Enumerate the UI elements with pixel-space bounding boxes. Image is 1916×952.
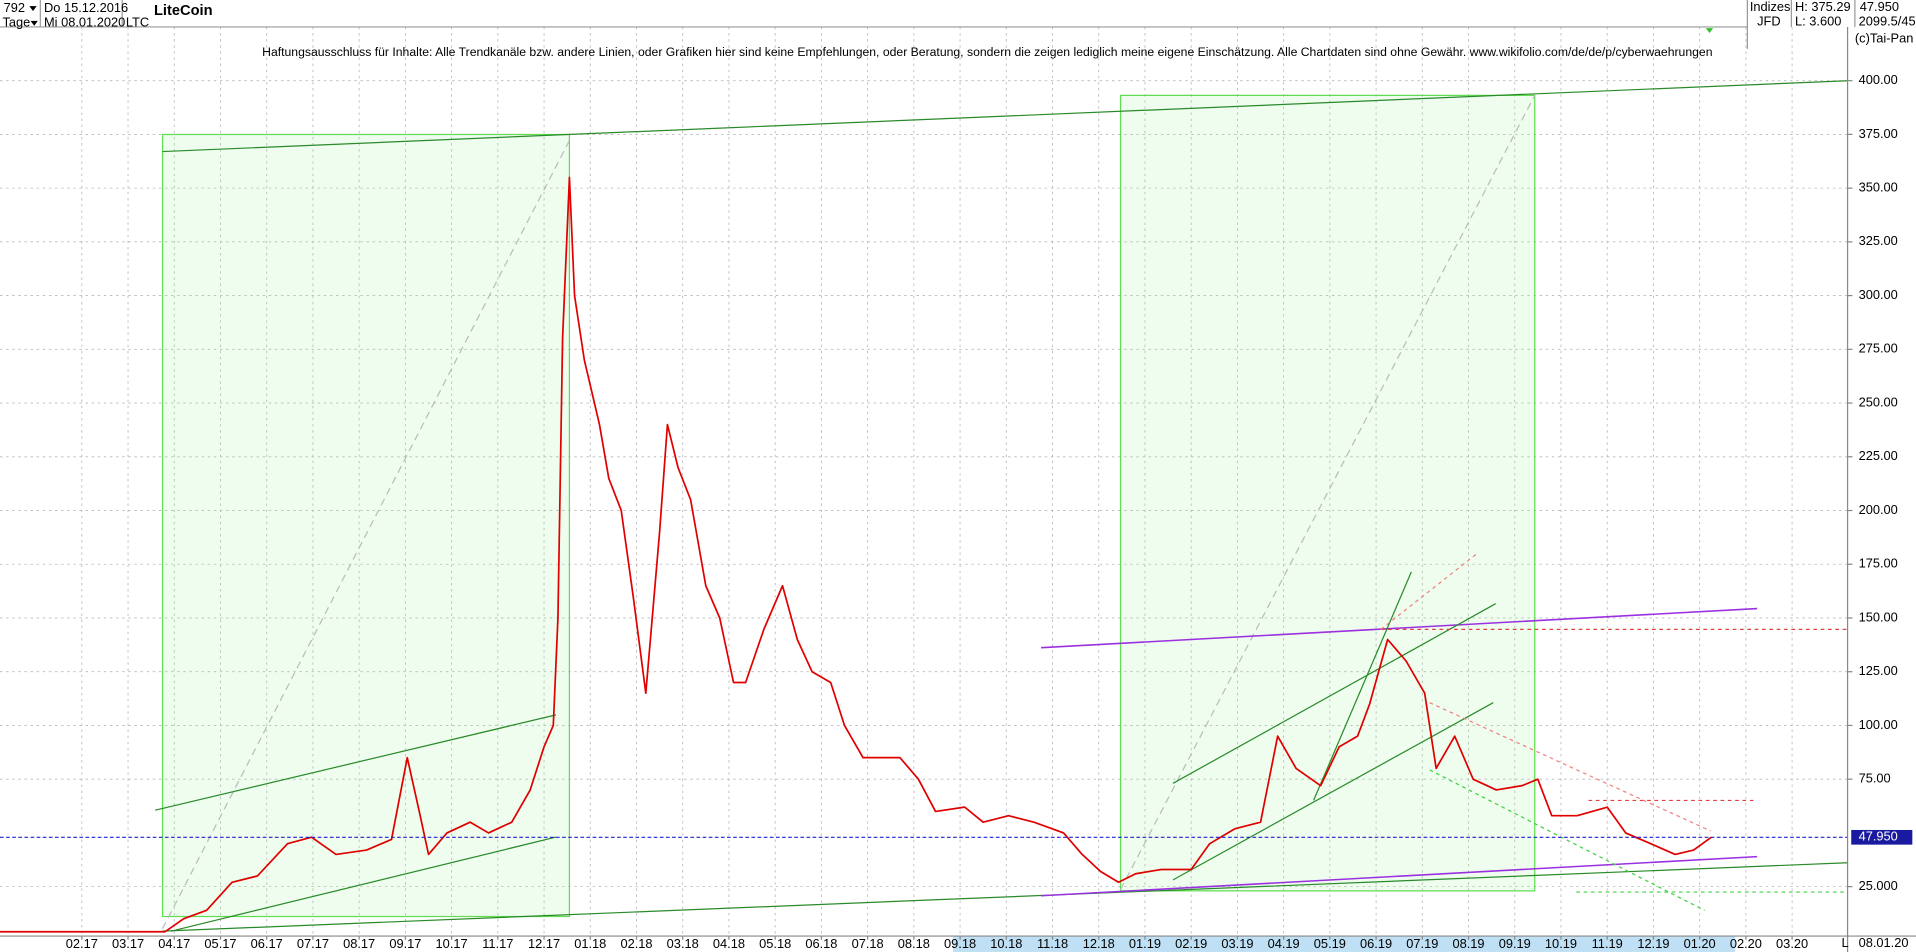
x-tick-label: 08.17 [343,936,375,951]
high: H: 375.29 [1795,0,1851,14]
diagonal [1119,95,1536,890]
x-tick-label: 02.19 [1175,936,1207,951]
trendline [1172,603,1496,784]
y-tick-label: 100.00 [1859,717,1898,732]
x-tick-label: 11.17 [482,936,513,951]
scale-mode[interactable]: L [1841,935,1848,950]
bar-count[interactable]: 792 [4,0,25,15]
trendline [162,80,1848,153]
x-tick-label: 05.18 [759,936,791,951]
x-tick-label: 01.19 [1129,936,1161,951]
x-tick-label: 12.18 [1083,936,1115,951]
period[interactable]: Tage [2,15,30,30]
source: JFD [1757,13,1781,28]
dropdown-arrow[interactable] [29,6,37,12]
x-tick-label: 06.19 [1360,936,1392,951]
dropdown-arrow[interactable] [30,20,38,26]
disclaimer: Haftungsausschluss für Inhalte: Alle Tre… [262,45,1712,59]
y-tick-label: 300.00 [1859,287,1898,302]
x-tick-label: 04.18 [713,936,745,951]
x-tick-label: 09.17 [389,936,421,951]
trendline [170,836,557,932]
x-tick-label: 08.18 [898,936,930,951]
trendline [1172,702,1494,881]
y-tick-label: 25.000 [1859,878,1898,893]
y-tick-label: 250.00 [1859,394,1898,409]
low: L: 3.600 [1795,13,1841,28]
x-tick-label: 10.18 [990,936,1022,951]
y-tick-label: 350.00 [1859,180,1898,195]
x-tick-label: 03.17 [112,936,144,951]
start-date: Do 15.12.2016 [44,0,128,15]
y-tick-label: 275.00 [1859,341,1898,356]
x-tick-label: 06.18 [805,936,837,951]
x-tick-label: 10.19 [1545,936,1577,951]
copyright: (c)Tai-Pan [1855,31,1913,46]
y-tick-label: 400.00 [1859,72,1898,87]
trendline [1041,607,1758,649]
x-tick-label: 06.17 [251,936,283,951]
x-tick-label: 05.17 [204,936,236,951]
box [161,133,571,918]
last-price-label: 47.950 [1859,829,1898,844]
y-tick-label: 150.00 [1859,609,1898,624]
chart-title: LiteCoin [154,3,213,19]
x-tick-label: 05.19 [1314,936,1346,951]
symbol: LTC [126,15,149,30]
end-date: Mi 08.01.2020 [44,15,125,30]
trendline [1380,551,1479,630]
x-tick-label: 10.17 [436,936,468,951]
x-tick-label: 02.20 [1730,936,1762,951]
end-date-label: 08.01.20 [1859,935,1909,950]
group: Indizes [1750,0,1791,14]
axis-highlight [953,936,1736,952]
x-tick-label: 01.18 [574,936,606,951]
trendline [1429,702,1711,832]
trendline [162,862,1848,932]
plot [0,176,1848,933]
trendline [1041,855,1758,897]
x-tick-label: 04.17 [158,936,190,951]
y-tick-label: 175.00 [1859,556,1898,571]
grid [0,26,1848,937]
x-tick-label: 12.19 [1637,936,1669,951]
trendline [1313,571,1412,801]
info: 2099.5/45 [1859,13,1916,28]
x-tick-label: 03.18 [667,936,699,951]
x-tick-label: 07.19 [1406,936,1438,951]
y-tick-label: 75.00 [1859,771,1891,786]
header-band [0,0,1916,27]
x-tick-label: 09.19 [1499,936,1531,951]
x-tick-label: 02.17 [66,936,98,951]
y-tick-label: 325.00 [1859,233,1898,248]
x-tick-label: 01.20 [1684,936,1716,951]
x-tick-label: 03.20 [1776,936,1808,951]
x-tick-label: 11.19 [1592,936,1623,951]
x-tick-label: 07.18 [852,936,884,951]
trendline [155,714,557,811]
last-price-box [1851,829,1913,845]
x-tick-label: 07.17 [297,936,329,951]
diagonal [161,140,570,930]
x-tick-label: 11.18 [1037,936,1068,951]
y-tick-label: 225.00 [1859,448,1898,463]
x-tick-label: 12.17 [528,936,560,951]
x-tick-label: 08.19 [1452,936,1484,951]
marker [1705,28,1714,34]
x-tick-label: 03.19 [1221,936,1253,951]
y-tick-label: 125.00 [1859,663,1898,678]
drawings [155,80,1848,932]
x-tick-label: 04.19 [1268,936,1300,951]
trendline [1429,769,1705,911]
x-tick-label: 02.18 [620,936,652,951]
y-tick-label: 375.00 [1859,126,1898,141]
y-tick-label: 200.00 [1859,502,1898,517]
price-line [0,176,1712,933]
last: 47.950 [1860,0,1899,14]
x-tick-label: 09.18 [944,936,976,951]
